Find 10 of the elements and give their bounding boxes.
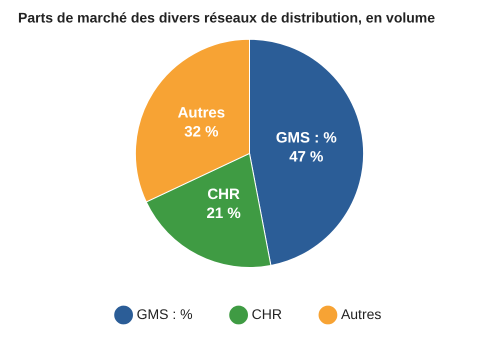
data-label: 32 % [184,123,218,140]
chart-title: Parts de marché des divers réseaux de distribution, en volume [18,9,436,26]
data-label: 21 % [206,204,241,222]
data-label: 47 % [289,148,324,166]
slice-label: CHR [207,186,240,203]
legend-label: CHR [252,306,282,322]
slice-label: Autres [178,104,226,122]
legend-label: GMS : % [136,306,193,322]
slice-label: GMS : % [276,130,337,147]
legend-label: Autres [340,306,382,322]
